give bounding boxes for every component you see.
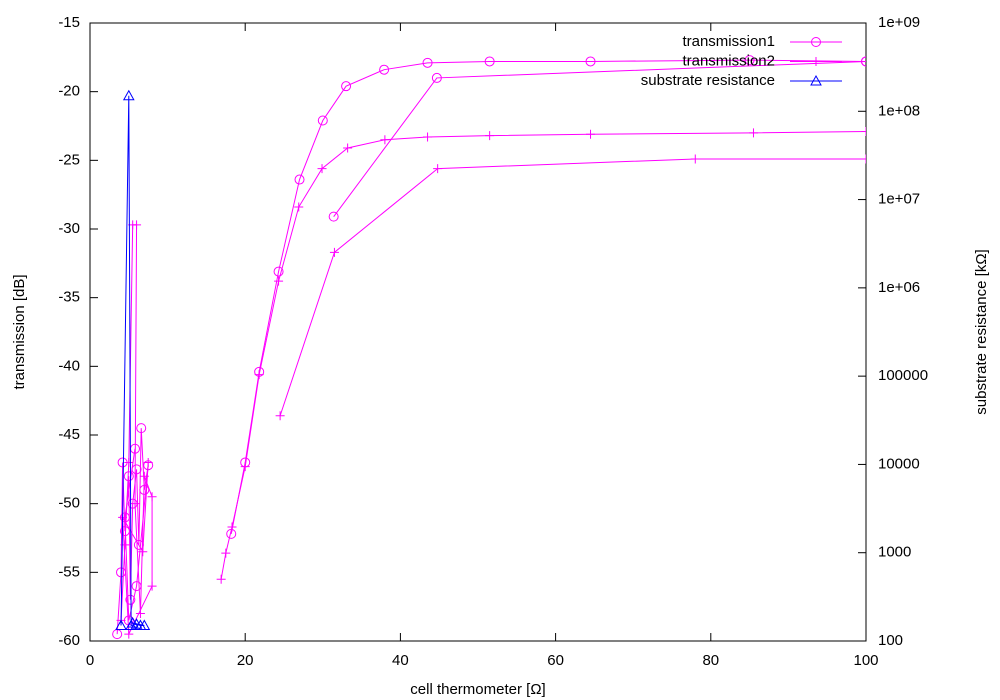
point — [147, 492, 157, 502]
y2-tick-label: 10000 — [878, 455, 920, 472]
point — [136, 423, 147, 434]
point — [124, 629, 134, 639]
y-tick-label: -60 — [58, 632, 80, 649]
y2-tick-label: 1e+09 — [878, 14, 920, 31]
point — [227, 522, 237, 532]
point — [484, 56, 495, 67]
point — [254, 370, 264, 380]
point — [240, 462, 250, 472]
point — [329, 247, 339, 257]
point — [379, 64, 390, 75]
point — [221, 548, 231, 558]
y-tick-label: -15 — [58, 14, 80, 31]
point — [135, 609, 145, 619]
point — [125, 594, 136, 605]
y2-tick-label: 100 — [878, 632, 903, 649]
point — [122, 89, 135, 101]
point — [748, 128, 758, 138]
x-tick-label: 60 — [547, 652, 564, 669]
point — [380, 135, 390, 145]
point — [341, 81, 352, 92]
point — [275, 411, 285, 421]
legend-label: substrate resistance — [641, 72, 775, 89]
point — [273, 266, 284, 277]
legend-marker — [811, 37, 821, 47]
point — [317, 164, 327, 174]
series-line — [120, 130, 866, 635]
point — [585, 56, 596, 67]
point — [130, 499, 140, 509]
point — [216, 574, 226, 584]
point — [124, 457, 134, 467]
point — [861, 56, 866, 67]
point — [343, 143, 353, 153]
legend-label: transmission2 — [682, 52, 775, 69]
y-axis-label: transmission [dB] — [11, 274, 28, 389]
y-tick-label: -35 — [58, 289, 80, 306]
plot-area — [112, 55, 866, 640]
point — [139, 471, 149, 481]
point — [422, 57, 433, 68]
y-tick-label: -25 — [58, 151, 80, 168]
point — [433, 164, 443, 174]
point — [294, 174, 305, 185]
point — [147, 581, 157, 591]
y2-tick-label: 1000 — [878, 544, 911, 561]
y-tick-label: -45 — [58, 426, 80, 443]
x-tick-label: 100 — [853, 652, 878, 669]
point — [138, 547, 148, 557]
y2-axis-label: substrate resistance [kΩ] — [973, 249, 990, 414]
point — [690, 154, 700, 164]
legend-marker — [810, 74, 822, 86]
plot-frame — [89, 22, 867, 642]
point — [861, 154, 866, 164]
y-tick-label: -55 — [58, 563, 80, 580]
legend-marker — [811, 57, 821, 66]
series-line — [116, 59, 866, 635]
point — [143, 457, 153, 467]
y2-tick-label: 1e+07 — [878, 191, 920, 208]
x-tick-label: 40 — [392, 652, 409, 669]
point — [485, 131, 495, 141]
point — [861, 126, 866, 136]
legend-label: transmission1 — [682, 33, 775, 50]
y-tick-label: -30 — [58, 220, 80, 237]
y-tick-label: -40 — [58, 357, 80, 374]
x-tick-label: 80 — [702, 652, 719, 669]
point — [294, 202, 304, 212]
point — [132, 220, 142, 230]
x-tick-label: 0 — [86, 652, 94, 669]
point — [328, 211, 339, 222]
x-tick-label: 20 — [237, 652, 254, 669]
point — [744, 55, 755, 66]
point — [131, 464, 142, 475]
point — [423, 132, 433, 142]
y2-tick-label: 100000 — [878, 367, 928, 384]
y2-tick-label: 1e+08 — [878, 102, 920, 119]
y2-tick-label: 1e+06 — [878, 279, 920, 296]
point — [586, 129, 596, 139]
point — [317, 115, 328, 126]
point — [138, 619, 151, 630]
x-axis-label: cell thermometer [Ω] — [410, 681, 545, 698]
point — [274, 276, 284, 286]
y-tick-label: -20 — [58, 83, 80, 100]
point — [431, 72, 442, 83]
point — [126, 616, 139, 628]
y-tick-label: -50 — [58, 495, 80, 512]
point — [115, 619, 127, 630]
